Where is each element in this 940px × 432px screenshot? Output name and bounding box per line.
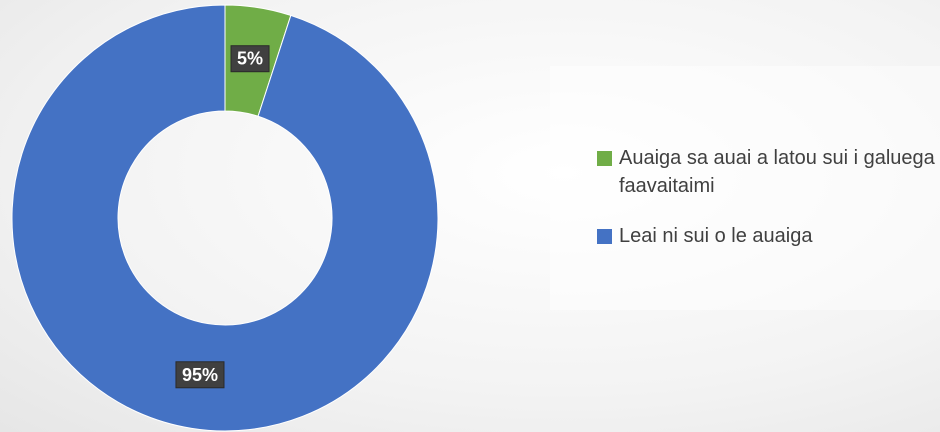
legend-label: Auaiga sa auai a latou sui i galuega faa…: [619, 147, 935, 197]
legend-item: Auaiga sa auai a latou sui i galuega faa…: [597, 144, 940, 200]
chart: 5% 95%: [11, 4, 439, 432]
data-label-box: [175, 361, 225, 389]
legend-label: Leai ni sui o le auaiga: [619, 225, 813, 247]
legend-item: Leai ni sui o le auaiga: [597, 222, 940, 250]
legend: Auaiga sa auai a latou sui i galuega faa…: [550, 66, 940, 310]
legend-swatch: [597, 229, 612, 244]
data-label-box: [230, 45, 270, 73]
data-label: 95%: [182, 365, 218, 385]
donut-segment: [11, 4, 439, 432]
data-label: 5%: [237, 49, 263, 69]
legend-swatch: [597, 151, 612, 166]
